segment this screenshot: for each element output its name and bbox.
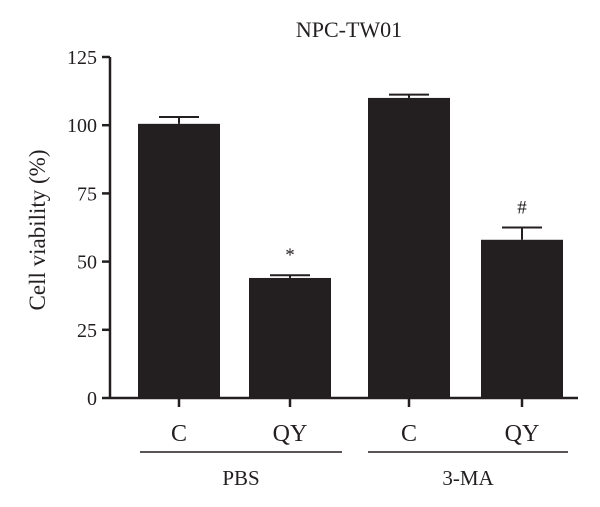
category-labels: C QY C QY (110, 396, 578, 447)
y-tick-label: 75 (77, 183, 97, 205)
group-label: 3-MA (442, 466, 494, 490)
category-label: C (401, 421, 417, 447)
category-label: QY (273, 421, 308, 447)
group-label: PBS (222, 466, 259, 490)
bar (138, 123, 220, 398)
bar (249, 277, 331, 398)
group-labels: PBS 3-MA (140, 451, 568, 490)
significance-marker: * (285, 245, 295, 266)
y-tick-label: 125 (67, 47, 97, 69)
y-tick-label: 100 (67, 115, 97, 137)
bars: *# (138, 93, 563, 399)
y-tick-label: 0 (87, 388, 97, 410)
y-tick-label: 50 (77, 252, 97, 274)
y-ticks: 0 25 50 75 100 125 (67, 47, 110, 410)
chart-title: NPC-TW01 (296, 17, 402, 42)
y-axis-label: Cell viability (%) (25, 150, 50, 311)
category-label: QY (505, 421, 540, 447)
y-tick-label: 25 (77, 320, 97, 342)
significance-marker: # (517, 198, 527, 219)
category-label: C (171, 421, 187, 447)
bar (481, 239, 563, 398)
bar (368, 97, 450, 399)
